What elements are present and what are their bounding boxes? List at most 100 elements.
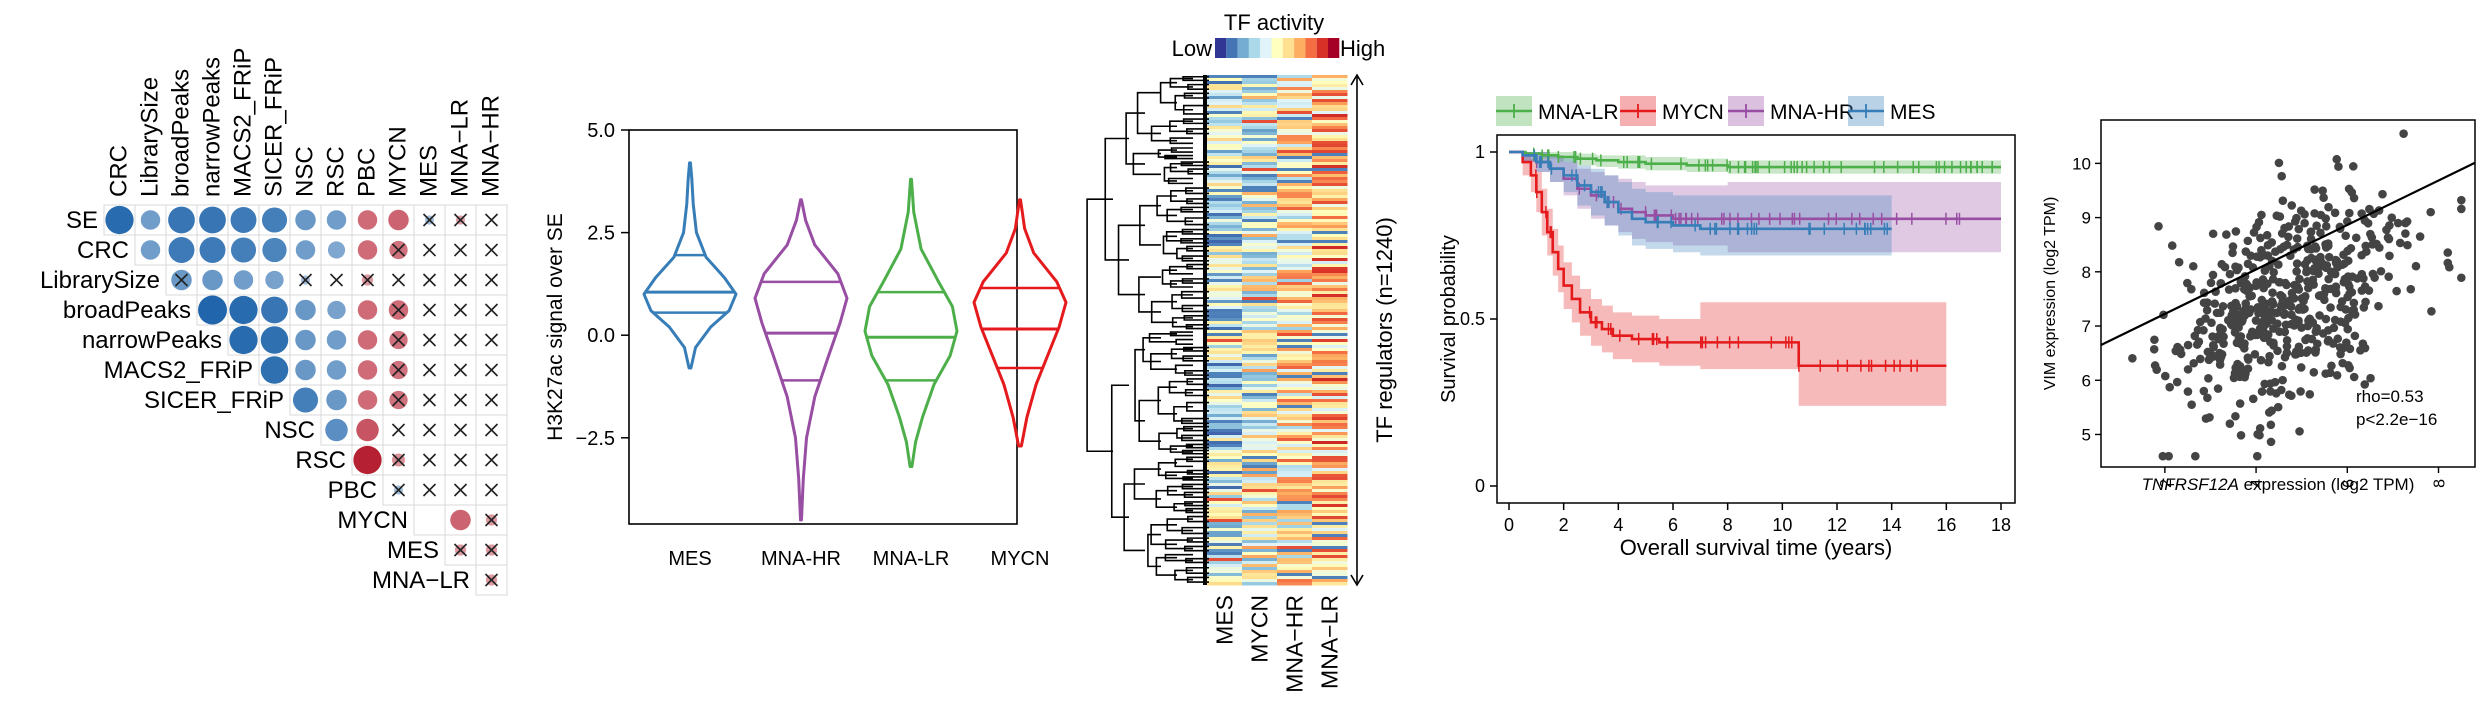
tf-heatmap-cell	[1312, 537, 1348, 541]
tf-heatmap-cell	[1312, 564, 1348, 568]
scatter-point	[2280, 327, 2290, 337]
tf-heatmap-cell	[1277, 297, 1313, 301]
scatter-point	[2287, 288, 2297, 298]
tf-heatmap-cell	[1277, 525, 1313, 529]
scatter-point	[2262, 230, 2272, 240]
tf-heatmap-cell	[1312, 444, 1348, 448]
tf-heatmap-cell	[1207, 444, 1243, 448]
scatter-point	[2257, 387, 2267, 396]
scatter-point	[2327, 361, 2336, 371]
scatter-point	[2183, 365, 2193, 374]
tf-heatmap-cell	[1277, 237, 1313, 241]
tf-heatmap-cell	[1207, 114, 1243, 118]
corr-cross-mark	[391, 273, 406, 287]
tf-heatmap-cell	[1242, 285, 1278, 289]
tf-heatmap-cell	[1312, 156, 1348, 160]
tf-heatmap-cell	[1312, 435, 1348, 439]
tf-heatmap-cell	[1277, 222, 1313, 226]
tf-heatmap-cell	[1312, 267, 1348, 271]
corr-circle	[356, 418, 379, 442]
tf-heatmap-cell	[1277, 81, 1313, 85]
tf-heatmap-cell	[1277, 294, 1313, 298]
scatter-point	[2296, 387, 2305, 396]
scatter-point	[2239, 284, 2249, 294]
scatter-point	[2300, 210, 2309, 219]
scatter-point	[2316, 228, 2325, 238]
tf-heatmap-cell	[1207, 222, 1243, 226]
tf-heatmap-cell	[1242, 297, 1278, 301]
tf-heatmap-cell	[1277, 243, 1313, 247]
tf-heatmap-cell	[1207, 255, 1243, 259]
tf-heatmap-cell	[1207, 126, 1243, 130]
corr-row-label: narrowPeaks	[82, 327, 222, 354]
tf-heatmap-cell	[1207, 270, 1243, 274]
tf-heatmap-cell	[1277, 270, 1313, 274]
tf-heatmap-cell	[1312, 222, 1348, 226]
tf-legend-swatch	[1282, 38, 1295, 58]
tf-heatmap-cell	[1207, 408, 1243, 412]
tf-heatmap-cell	[1312, 237, 1348, 241]
tf-heatmap-cell	[1242, 246, 1278, 250]
tf-heatmap-cell	[1242, 498, 1278, 502]
corr-cross-mark	[484, 333, 499, 347]
tf-heatmap-cell	[1312, 486, 1348, 490]
tf-heatmap-cell	[1242, 582, 1278, 586]
corr-cross-mark	[422, 213, 437, 227]
scatter-point	[2338, 343, 2348, 353]
corr-circle	[140, 210, 161, 230]
tf-heatmap-cell	[1312, 318, 1348, 322]
tf-heatmap-cell	[1242, 225, 1278, 229]
tf-heatmap-cell	[1312, 570, 1348, 574]
tf-heatmap-cell	[1312, 96, 1348, 100]
scatter-point	[2243, 353, 2253, 362]
tf-heatmap-cell	[1207, 492, 1243, 496]
scatter-point	[2214, 334, 2223, 344]
tf-heatmap-cell	[1242, 339, 1278, 343]
scatter-point	[2257, 210, 2266, 220]
scatter-point	[2150, 361, 2160, 370]
tf-heatmap-cell	[1277, 276, 1313, 280]
corr-cross-mark	[422, 483, 437, 497]
scatter-point	[2345, 208, 2354, 218]
tf-heatmap-cell	[1312, 261, 1348, 265]
scatter-point	[2268, 288, 2277, 297]
scatter-point	[2205, 354, 2214, 364]
tf-heatmap-cell	[1242, 258, 1278, 262]
tf-heatmap-cell	[1312, 504, 1348, 508]
tf-heatmap-cell	[1312, 477, 1348, 481]
tf-heatmap-cell	[1312, 528, 1348, 532]
tf-heatmap-cell	[1242, 393, 1278, 397]
tf-heatmap-cell	[1242, 270, 1278, 274]
tf-heatmap-cell	[1242, 336, 1278, 340]
tf-heatmap-cell	[1207, 213, 1243, 217]
tf-heatmap-cell	[1277, 210, 1313, 214]
scatter-point	[2150, 335, 2159, 345]
tf-heatmap-cell	[1277, 477, 1313, 481]
tf-heatmap-cell	[1242, 432, 1278, 436]
tf-heatmap-cell	[1312, 168, 1348, 172]
tf-heatmap-cell	[1312, 210, 1348, 214]
scatter-point	[2222, 230, 2231, 239]
y-tick-label: 0.0	[587, 325, 615, 347]
y-tick-label: 5.0	[587, 120, 615, 142]
tf-heatmap-cell	[1242, 381, 1278, 385]
x-axis-label-rest: expression (log2 TPM)	[2239, 475, 2414, 494]
tf-heatmap-cell	[1312, 426, 1348, 430]
tf-heatmap-cell	[1277, 402, 1313, 406]
survival-ci-band	[1509, 152, 2001, 266]
tf-heatmap-cell	[1207, 420, 1243, 424]
tf-heatmap-cell	[1207, 108, 1243, 112]
scatter-point	[2293, 282, 2302, 292]
scatter-point	[2345, 289, 2354, 298]
tf-heatmap-cell	[1207, 231, 1243, 235]
tf-heatmap-cell	[1277, 330, 1313, 334]
tf-heatmap-cell	[1242, 387, 1278, 391]
tf-heatmap-cell	[1242, 294, 1278, 298]
tf-heatmap-cell	[1312, 309, 1348, 313]
tf-heatmap-cell	[1207, 297, 1243, 301]
tf-heatmap-cell	[1242, 396, 1278, 400]
corr-cross-mark	[453, 333, 468, 347]
tf-heatmap-cell	[1312, 450, 1348, 454]
tf-heatmap-cell	[1277, 459, 1313, 463]
y-tick-label: −2.5	[576, 428, 615, 450]
